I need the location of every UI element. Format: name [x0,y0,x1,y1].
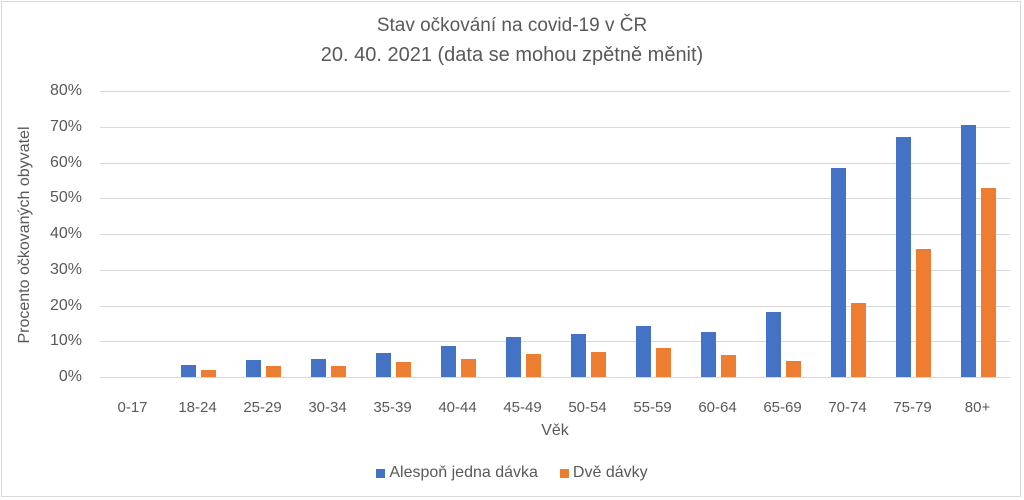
y-tick-label: 70% [49,117,82,135]
bar-two-doses [525,353,541,377]
bar-first-dose [635,325,651,377]
gridline [100,126,1010,128]
legend-item-two-doses: Dvě dávky [559,464,648,482]
x-tick-label: 60-64 [698,399,737,416]
bar-first-dose [960,124,976,377]
legend-swatch-blue [376,468,386,478]
chart-title: Stav očkování na covid-19 v ČR [376,15,648,36]
x-tick-label: 30-34 [308,399,347,416]
gridline [100,305,1010,307]
bar-two-doses [915,249,931,377]
legend-swatch-orange [559,468,569,478]
bar-two-doses [785,360,801,377]
x-tick-label: 75-79 [893,399,932,416]
x-tick-label: 55-59 [633,399,672,416]
bar-first-dose [505,336,521,377]
x-tick-label: 80+ [964,399,991,416]
x-tick-label: 40-44 [438,399,477,416]
gridline [100,162,1010,164]
bar-two-doses [980,188,996,377]
y-tick-label: 30% [49,260,82,278]
y-tick-label: 60% [49,153,82,171]
y-tick-label: 10% [49,332,82,350]
y-tick-label: 80% [49,82,82,99]
gridline [100,234,1010,235]
y-tick-label: 0% [58,368,82,385]
gridline [100,198,1010,200]
bar-two-doses [330,365,346,377]
bar-two-doses [460,358,476,377]
plot-area [100,91,1010,378]
chart-subtitle: 20. 40. 2021 (data se mohou zpětně měnit… [320,44,704,66]
bar-first-dose [700,331,716,377]
legend-label: Alespoň jedna dávka [389,464,538,481]
bar-two-doses [265,365,281,377]
x-tick-label: 18-24 [178,399,217,416]
legend: Alespoň jedna dávka Dvě dávky [0,464,1024,482]
y-axis-label: Procento očkovaných obyvatel [16,126,33,344]
legend-item-first-dose: Alespoň jedna dávka [376,464,538,482]
bar-first-dose [180,364,196,377]
bar-first-dose [830,167,846,377]
x-tick-label: 45-49 [503,399,542,416]
bar-first-dose [440,345,456,377]
bar-first-dose [895,137,911,377]
bar-two-doses [655,348,671,377]
x-tick-label: 35-39 [373,399,412,416]
legend-label: Dvě dávky [572,464,648,481]
bar-first-dose [310,359,326,377]
bar-first-dose [375,353,391,377]
bar-first-dose [765,311,781,377]
x-tick-label: 50-54 [568,399,607,416]
y-tick-label: 50% [49,189,82,207]
x-tick-label: 0-17 [117,399,148,416]
x-tick-label: 70-74 [828,399,867,416]
y-tick-label: 40% [49,225,82,242]
bar-two-doses [850,302,866,377]
x-tick-label: 65-69 [763,399,802,416]
y-tick-label: 20% [49,296,82,314]
bar-two-doses [720,354,736,377]
bar-first-dose [570,333,586,377]
gridline [100,269,1010,271]
x-tick-label: 25-29 [243,399,282,416]
bar-first-dose [245,359,261,377]
gridline [100,377,1010,378]
gridline [100,91,1010,92]
bar-two-doses [590,351,606,377]
gridline [100,341,1010,343]
bar-two-doses [200,369,216,377]
bar-two-doses [395,362,411,377]
x-axis-label: Věk [541,422,569,439]
